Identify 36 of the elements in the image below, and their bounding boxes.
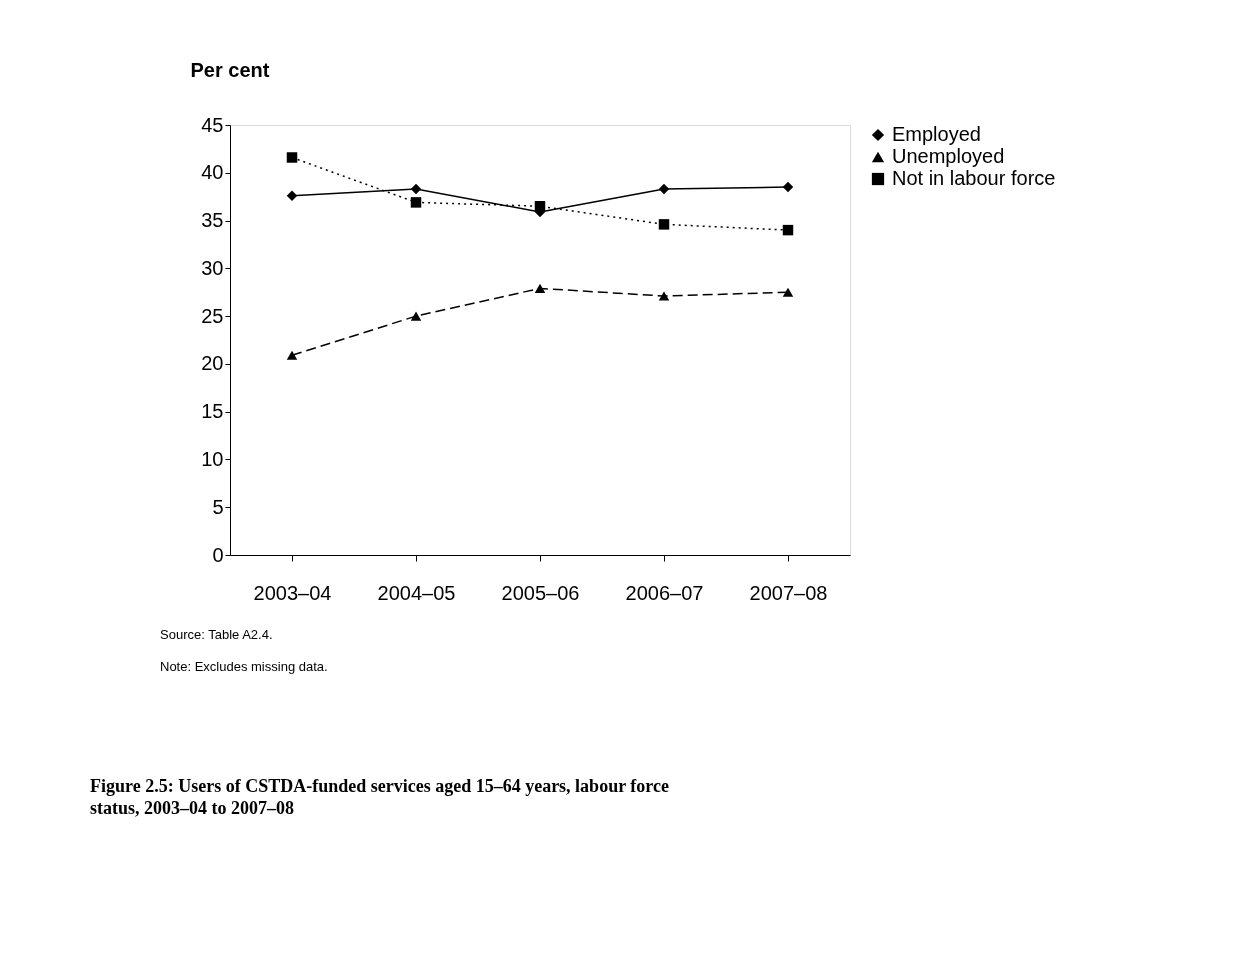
point <box>286 190 298 201</box>
source-note: Source: Table A2.4. <box>160 627 273 642</box>
point <box>410 311 422 321</box>
text: Note: Excludes missing data. <box>160 659 328 674</box>
point <box>410 197 422 208</box>
point <box>658 183 670 195</box>
y-tick-label: 30 <box>201 256 224 279</box>
point <box>286 350 298 360</box>
legend-label: Unemployed <box>892 145 1005 167</box>
y-tick-label: 45 <box>201 113 224 136</box>
x-tick-label: 2003–04 <box>253 581 332 604</box>
y-tick-label: 0 <box>212 543 224 566</box>
y-tick-label: 40 <box>201 161 224 184</box>
point <box>286 152 298 163</box>
point <box>782 224 794 236</box>
x-tick-label: 2007–08 <box>749 581 828 604</box>
y-tick-label: 15 <box>201 400 224 423</box>
legend-label: Employed <box>892 123 981 145</box>
y-tick-label: 5 <box>212 495 224 518</box>
x-tick-label: 2006–07 <box>625 581 704 604</box>
y-tick-label: 35 <box>201 209 224 232</box>
legend-label: Not in labour force <box>892 167 1056 189</box>
point <box>534 283 546 293</box>
text: Figure 2.5: Users of CSTDA-funded services aged 15–64 years, labour force status, 2003–04 to 2007–08 <box>90 776 669 818</box>
point <box>658 219 670 230</box>
point <box>658 291 670 301</box>
y-tick-label: 10 <box>201 447 224 470</box>
point <box>534 200 546 212</box>
x-tick-label: 2004–05 <box>377 581 456 604</box>
point <box>782 181 794 193</box>
y-axis-title: Per cent <box>190 58 270 81</box>
x-tick-label: 2005–06 <box>501 581 580 604</box>
y-tick-label: 20 <box>201 352 224 375</box>
point <box>410 183 422 195</box>
point <box>782 287 794 297</box>
y-tick-label: 25 <box>201 304 224 327</box>
